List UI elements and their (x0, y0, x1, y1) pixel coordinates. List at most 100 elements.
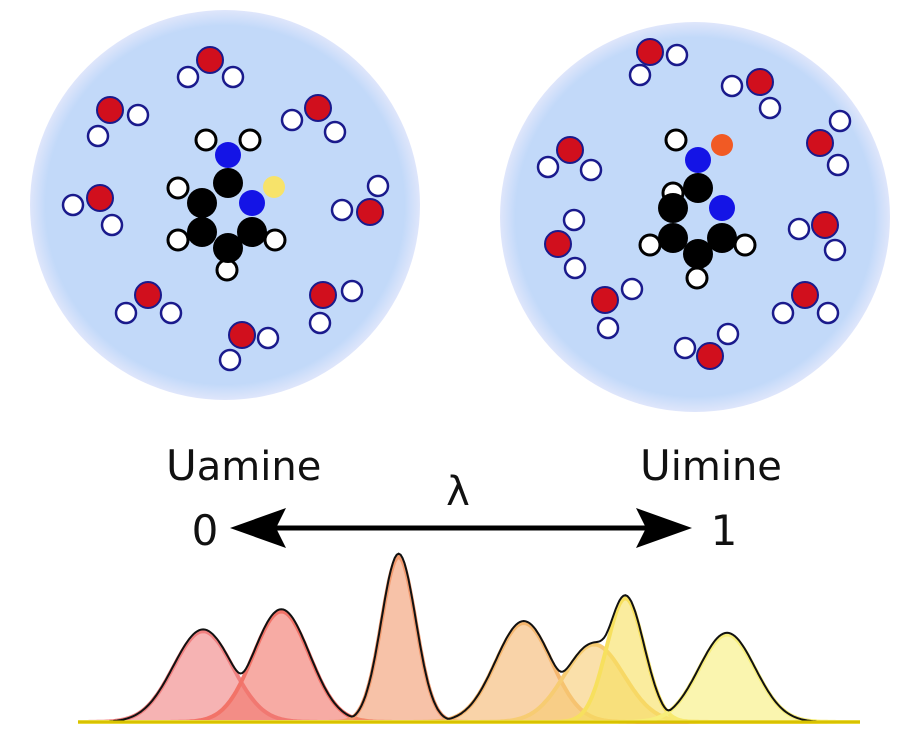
water-molecule (628, 38, 689, 87)
lambda-arrow-left-head (230, 508, 286, 548)
water-molecule (114, 281, 183, 325)
hydrogen-atom (166, 176, 190, 200)
water-oxygen (791, 281, 819, 309)
water-molecule (61, 184, 124, 237)
water-hydrogen (620, 277, 644, 301)
nitrogen-atom (709, 195, 735, 221)
hydrogen-atom (215, 258, 239, 282)
energy-distributions (78, 552, 860, 724)
carbon-atom (237, 217, 267, 247)
water-molecule (591, 277, 644, 340)
carbon-atom (683, 239, 713, 269)
lambda-symbol: λ (446, 469, 470, 515)
water-oxygen (556, 136, 584, 164)
water-hydrogen (366, 174, 390, 198)
water-oxygen (96, 96, 124, 124)
distribution-fill (78, 611, 860, 722)
amine-molecule (166, 128, 287, 282)
hydrogen-atom (638, 233, 662, 257)
water-hydrogen (720, 74, 744, 98)
imine-u-symbol: U (640, 441, 671, 490)
carbon-atom (658, 223, 688, 253)
water-molecule (673, 322, 740, 370)
carbon-atom (707, 223, 737, 253)
distribution-envelope (78, 552, 860, 723)
water-hydrogen (562, 208, 586, 232)
water-hydrogen (563, 256, 587, 280)
water-oxygen (806, 129, 834, 157)
water-oxygen (228, 321, 256, 349)
carbon-atom (213, 168, 243, 198)
water-hydrogen (176, 65, 200, 89)
water-hydrogen (716, 322, 740, 346)
water-hydrogen (330, 198, 354, 222)
water-hydrogen (673, 336, 697, 360)
water-oxygen (134, 281, 162, 309)
water-molecule (544, 208, 587, 280)
distribution-fill (78, 634, 860, 722)
water-hydrogen (114, 301, 138, 325)
water-oxygen (591, 286, 619, 314)
water-hydrogen (126, 103, 150, 127)
water-hydrogen (159, 301, 183, 325)
water-hydrogen (758, 96, 782, 120)
water-molecule (86, 96, 150, 148)
imine-state-label: Uimine (640, 441, 782, 490)
imine-water-molecules (536, 38, 852, 370)
water-hydrogen (100, 213, 124, 237)
water-molecule (176, 46, 245, 89)
nitrogen-atom (685, 147, 711, 173)
water-oxygen (544, 230, 572, 258)
water-hydrogen (536, 155, 560, 179)
distribution-fill (78, 631, 860, 722)
water-molecule (308, 279, 364, 335)
water-hydrogen (86, 124, 110, 148)
hydrogen-atom (238, 128, 262, 152)
water-oxygen (304, 94, 332, 122)
water-hydrogen (579, 158, 603, 182)
water-molecule (280, 94, 347, 144)
water-hydrogen (61, 193, 85, 217)
hydrogen-atom (263, 228, 287, 252)
hydrogen-atom (733, 233, 757, 257)
water-hydrogen (771, 301, 795, 325)
water-oxygen (746, 68, 774, 96)
water-hydrogen (823, 238, 847, 262)
hydrogen-atom (166, 228, 190, 252)
amine-state-label: Uamine (166, 441, 321, 490)
lambda-start-label: 0 (192, 506, 219, 555)
hydrogen-atom (194, 128, 218, 152)
water-hydrogen (816, 301, 840, 325)
carbon-atom (213, 233, 243, 263)
water-molecule (787, 211, 847, 262)
water-molecule (536, 136, 603, 182)
water-hydrogen (308, 311, 332, 335)
water-hydrogen (828, 109, 852, 133)
water-molecule (720, 68, 782, 120)
water-hydrogen (218, 348, 242, 372)
water-molecule (771, 281, 840, 325)
transferring-proton (263, 176, 285, 198)
water-hydrogen (280, 108, 304, 132)
lambda-arrow-right-head (636, 508, 692, 548)
water-oxygen (696, 342, 724, 370)
imine-solvation-sphere (500, 22, 890, 412)
water-hydrogen (256, 326, 280, 350)
water-hydrogen (628, 63, 652, 87)
carbon-atom (658, 193, 688, 223)
nitrogen-atom (215, 142, 241, 168)
transferring-proton (711, 134, 733, 156)
water-oxygen (356, 198, 384, 226)
water-oxygen (86, 184, 114, 212)
water-molecule (218, 321, 280, 372)
water-molecule (806, 109, 852, 177)
nitrogen-atom (239, 190, 265, 216)
lambda-double-arrow (230, 508, 692, 548)
water-oxygen (196, 46, 224, 74)
water-molecule (330, 174, 390, 226)
amine-u-symbol: U (166, 441, 197, 490)
amine-solvation-sphere (30, 10, 420, 400)
water-hydrogen (340, 279, 364, 303)
carbon-atom (683, 173, 713, 203)
